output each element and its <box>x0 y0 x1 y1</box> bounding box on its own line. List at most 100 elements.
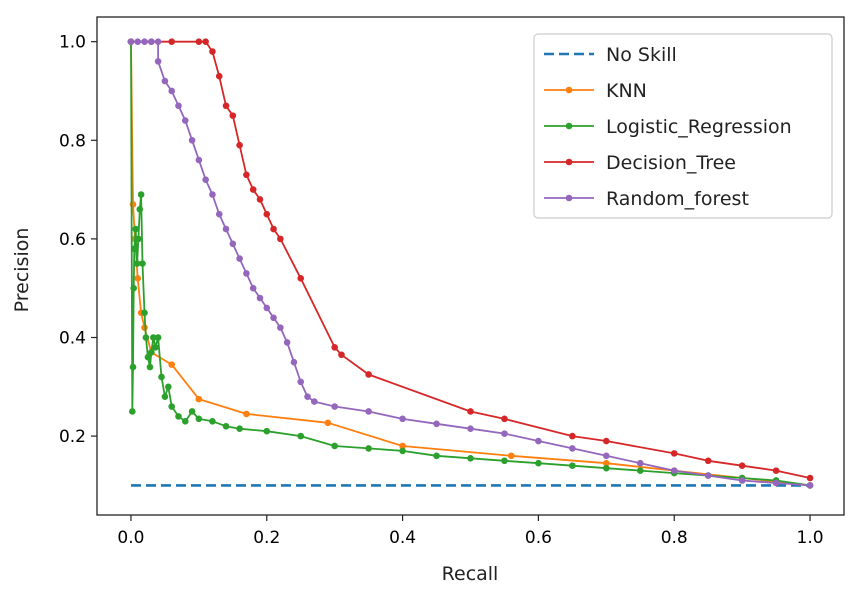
data-point-logistic-regression <box>636 467 644 474</box>
data-point-decision-tree <box>243 171 250 179</box>
y-tick-label: 0.6 <box>59 230 86 250</box>
data-point-decision-tree <box>806 474 814 482</box>
x-tick-label: 1.0 <box>797 528 824 548</box>
y-tick-label: 0.4 <box>59 328 86 348</box>
series-decision-tree <box>127 38 814 482</box>
data-point-random-forest <box>243 270 250 277</box>
data-point-random-forest <box>195 156 203 164</box>
x-axis-label: Recall <box>442 563 499 585</box>
data-point-logistic-regression <box>129 408 136 415</box>
data-point-random-forest <box>670 467 678 474</box>
data-point-logistic-regression <box>535 459 542 467</box>
data-point-decision-tree <box>209 48 216 55</box>
data-point-random-forest <box>277 324 284 331</box>
data-point-knn <box>134 275 142 282</box>
data-point-logistic-regression <box>236 425 243 433</box>
data-point-random-forest <box>283 339 291 346</box>
data-point-logistic-regression <box>209 418 216 425</box>
data-point-logistic-regression <box>142 334 150 341</box>
data-point-random-forest <box>806 482 814 489</box>
data-point-logistic-regression <box>130 284 137 292</box>
data-point-random-forest <box>433 420 440 428</box>
data-point-knn <box>603 459 610 467</box>
data-point-logistic-regression <box>161 393 169 400</box>
data-point-random-forest <box>297 378 305 386</box>
data-point-random-forest <box>636 459 644 467</box>
data-point-random-forest <box>772 479 780 487</box>
legend-label-logistic-regression: Logistic_Regression <box>606 116 792 138</box>
data-point-random-forest <box>188 136 196 144</box>
data-point-decision-tree <box>772 467 780 474</box>
data-point-knn <box>399 442 406 450</box>
data-point-logistic-regression <box>133 260 141 267</box>
data-point-logistic-regression <box>139 260 146 267</box>
data-point-random-forest <box>467 425 474 433</box>
data-point-random-forest <box>154 58 162 65</box>
data-point-logistic-regression <box>137 191 145 198</box>
data-point-decision-tree <box>249 186 257 193</box>
data-point-logistic-regression <box>146 363 154 371</box>
x-tick-label: 0.2 <box>253 528 280 548</box>
data-point-decision-tree <box>365 371 372 378</box>
data-point-logistic-regression <box>131 245 138 253</box>
y-tick-label: 1.0 <box>59 33 86 53</box>
data-point-random-forest <box>738 477 746 484</box>
data-point-random-forest <box>181 117 189 124</box>
data-point-logistic-regression <box>181 418 189 425</box>
data-point-decision-tree <box>704 457 712 465</box>
data-point-random-forest <box>154 38 162 45</box>
data-point-random-forest <box>569 445 576 452</box>
data-point-decision-tree <box>569 432 576 440</box>
data-point-decision-tree <box>229 112 237 119</box>
data-point-logistic-regression <box>569 462 576 469</box>
data-point-decision-tree <box>467 408 474 415</box>
data-point-random-forest <box>704 472 712 479</box>
x-axis-ticks: 0.0 0.2 0.4 0.6 0.8 1.0 <box>117 515 824 548</box>
data-point-random-forest <box>603 452 610 460</box>
data-point-logistic-regression <box>165 383 172 391</box>
series-random-forest <box>127 38 814 489</box>
data-point-random-forest <box>365 408 372 415</box>
legend-label-random-forest: Random_forest <box>606 188 749 210</box>
data-point-logistic-regression <box>331 442 338 450</box>
data-point-random-forest <box>134 38 142 45</box>
data-point-random-forest <box>399 415 406 423</box>
data-point-logistic-regression <box>135 235 142 243</box>
legend: No Skill KNN Logistic_Regression Decision_T… <box>533 33 833 219</box>
data-point-logistic-regression <box>154 334 162 341</box>
data-point-random-forest <box>229 240 237 248</box>
data-point-random-forest <box>304 393 311 400</box>
data-point-random-forest <box>311 398 318 405</box>
data-point-knn <box>324 419 332 427</box>
legend-label-knn: KNN <box>606 80 647 102</box>
data-point-decision-tree <box>277 235 284 243</box>
legend-label-decision-tree: Decision_Tree <box>606 152 736 174</box>
data-point-logistic-regression <box>188 408 196 415</box>
legend-marker-knn <box>565 86 573 94</box>
data-point-logistic-regression <box>603 464 610 472</box>
data-point-logistic-regression <box>129 363 137 371</box>
data-point-logistic-regression <box>141 309 148 317</box>
data-point-logistic-regression <box>158 373 165 381</box>
data-point-random-forest <box>175 102 182 110</box>
data-point-decision-tree <box>168 38 175 45</box>
data-point-decision-tree <box>297 275 305 282</box>
data-point-knn <box>507 452 515 460</box>
data-point-knn <box>195 395 203 403</box>
data-point-decision-tree <box>338 351 345 359</box>
data-point-decision-tree <box>195 38 203 45</box>
plot-frame <box>96 16 845 516</box>
data-point-knn <box>243 410 250 418</box>
data-point-decision-tree <box>331 344 338 351</box>
y-tick-label: 0.2 <box>59 427 86 447</box>
data-point-logistic-regression <box>168 403 175 410</box>
data-point-random-forest <box>141 38 148 45</box>
data-point-decision-tree <box>670 450 678 457</box>
x-tick-label: 0.6 <box>525 528 552 548</box>
data-point-random-forest <box>202 176 209 184</box>
data-point-logistic-regression <box>175 413 182 420</box>
data-point-logistic-regression <box>297 432 305 440</box>
data-point-logistic-regression <box>150 334 157 341</box>
y-axis-ticks: 0.2 0.4 0.6 0.8 1.0 <box>59 33 97 447</box>
data-point-logistic-regression <box>132 225 140 233</box>
